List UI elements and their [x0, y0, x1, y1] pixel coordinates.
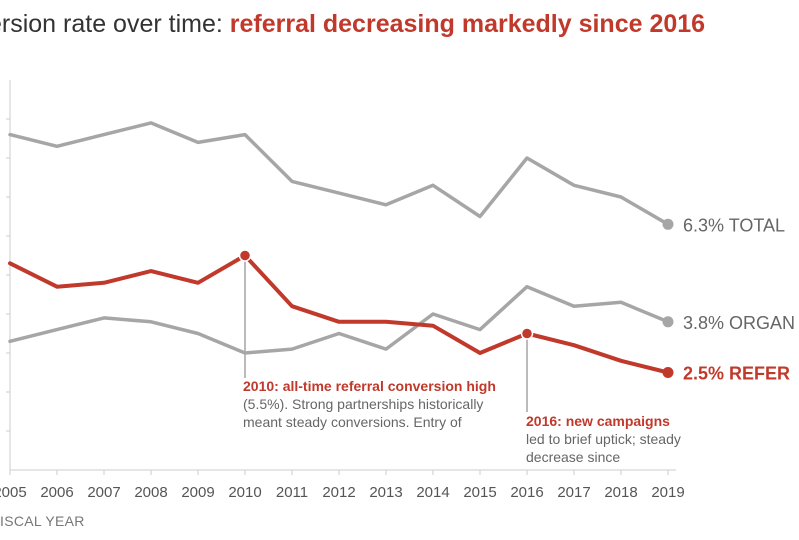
chart-title-prefix: ersion rate over time: — [0, 10, 230, 38]
series-end-marker-organ — [662, 316, 674, 328]
x-tick-label: 2009 — [181, 484, 214, 501]
series-line-total — [8, 121, 670, 227]
x-axis-label: ISCAL YEAR — [0, 513, 85, 529]
annotation-2010-title: 2010: all-time referral conversion high — [243, 378, 496, 394]
series-line-refer — [8, 253, 670, 375]
series-end-label-refer: 2.5% REFER — [683, 364, 790, 384]
x-tick-label: 2017 — [557, 484, 590, 501]
x-tick-label: 2011 — [276, 484, 308, 501]
x-tick-label: 2013 — [369, 484, 402, 501]
x-tick-label: 2008 — [134, 484, 167, 501]
series-end-label-organ: 3.8% ORGAN — [683, 313, 795, 333]
x-tick-label: 2007 — [87, 484, 120, 501]
annotation-2016: 2016: new campaigns led to brief uptick;… — [526, 412, 696, 466]
series-end-marker-refer — [662, 367, 674, 378]
x-tick-label: 2015 — [463, 484, 496, 501]
annotation-2010: 2010: all-time referral conversion high … — [243, 377, 503, 431]
chart-title-highlight: referral decreasing markedly since 2016 — [229, 10, 706, 38]
series-line-organ — [8, 284, 670, 355]
series-end-marker-total — [662, 218, 674, 230]
annotation-2016-body: led to brief uptick; steady decrease sin… — [526, 431, 681, 465]
x-tick-label: 2019 — [651, 484, 684, 501]
x-tick-label: 2018 — [604, 484, 637, 501]
annotation-marker-2010 — [238, 249, 252, 262]
x-tick-label: 2005 — [0, 484, 27, 501]
series-end-label-total: 6.3% TOTAL — [683, 215, 785, 235]
annotation-2010-body: (5.5%). Strong partnerships historically… — [243, 396, 484, 430]
x-tick-label: 2010 — [228, 484, 261, 501]
x-tick-label: 2014 — [416, 484, 449, 501]
x-tick-label: 2016 — [510, 484, 543, 501]
chart-title: ersion rate over time: referral decreasi… — [0, 10, 705, 39]
annotation-marker-2016 — [520, 327, 534, 340]
x-tick-label: 2012 — [322, 484, 355, 501]
annotation-2016-title: 2016: new campaigns — [526, 413, 670, 429]
x-tick-label: 2006 — [40, 484, 73, 501]
